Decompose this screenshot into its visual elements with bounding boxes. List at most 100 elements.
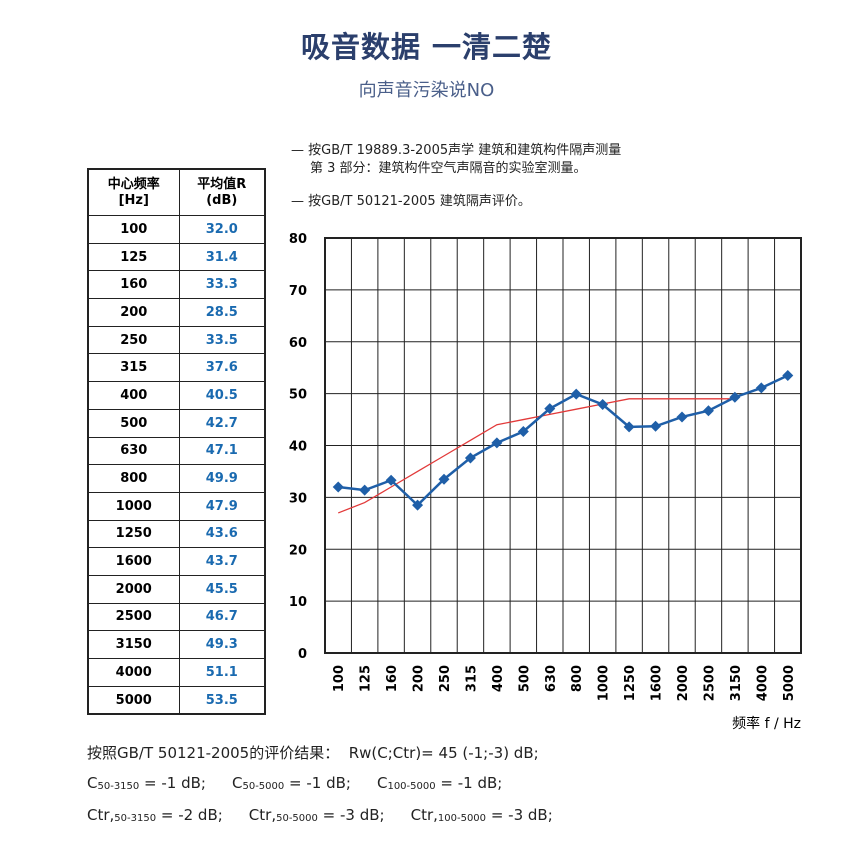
marker [729,391,741,403]
marker [491,437,503,449]
value-cell: 33.5 [178,325,266,355]
value: = -1 dB; [284,774,351,792]
x-tick-label: 2500 [702,665,717,701]
note: — 按GB/T 19889.3-2005声学 建筑和建筑构件隔声测量 [291,143,622,158]
y-tick-label: 70 [289,284,307,299]
title: 吸音数据 一清二楚 [300,30,553,64]
x-tick-label: 125 [359,665,374,692]
x-tick-label: 400 [491,665,506,692]
note: — 按GB/T 50121-2005 建筑隔声评价。 [291,194,531,209]
value-cell: 46.7 [178,602,266,632]
table-row: 250 33.5 [87,325,266,355]
x-tick-label: 1600 [650,665,665,701]
value-cell: 43.7 [178,547,266,576]
x-tick-label: 160 [385,665,400,692]
x-tick-label: 1250 [623,665,638,701]
result-item: Ctr,50-3150 = -2 dB; [87,806,223,824]
result-item: C100-5000 = -1 dB; [377,774,502,792]
frequency-cell: 1600 [87,547,180,576]
x-axis-label: 频率 f / Hz [732,715,801,732]
header-text: [Hz] [118,192,149,208]
marker [359,484,371,496]
x-tick-label: 200 [412,665,427,692]
y-tick-label: 80 [289,232,307,247]
marker [782,369,794,381]
marker [544,403,556,415]
frequency-cell: 315 [87,353,180,383]
marker [702,405,714,417]
table-row: 2000 45.5 [87,574,266,604]
marker [438,473,450,485]
value: = -1 dB; [139,774,206,792]
subscript: 100-5000 [437,813,487,824]
table-header: 平均值R (dB) [178,168,266,216]
x-tick-label: 3150 [729,665,744,701]
result-item: Ctr,100-5000 = -3 dB; [411,806,553,824]
x-tick-label: 1000 [597,665,612,701]
subscript: 50-3150 [97,781,140,792]
result-item: C50-5000 = -1 dB; [232,774,351,792]
value-cell: 32.0 [178,215,266,244]
marker [517,425,529,437]
x-tick-label: 500 [517,665,532,692]
value: = -3 dB; [317,806,385,824]
table-row: 315 37.6 [87,353,266,383]
x-tick-label: 250 [438,665,453,692]
x-tick-label: 5000 [782,665,797,701]
frequency-cell: 1250 [87,519,180,549]
result-line: 按照GB/T 50121-2005的评价结果： Rw(C;Ctr)= 45 (-… [87,744,539,762]
note: 第 3 部分：建筑构件空气声隔音的实验室测量。 [310,161,587,176]
value: = -1 dB; [435,774,503,792]
symbol: C [231,774,243,792]
table-row: 160 33.3 [87,270,266,300]
value: = -2 dB; [156,806,223,824]
result-item: Ctr,50-5000 = -3 dB; [249,806,385,824]
frequency-cell: 4000 [87,658,180,687]
subscript: 50-5000 [276,813,318,824]
plot-border [324,237,802,654]
y-tick-label: 50 [289,388,307,403]
x-tick-label: 315 [464,665,479,692]
data-table: 中心频率 [Hz] 平均值R (dB) 100 32.0 125 31.4 160 33.3 2… [87,168,266,716]
header-text: 平均值R [197,176,247,192]
x-tick-label: 100 [332,665,347,692]
x-tick-label: 800 [570,665,585,692]
marker [597,399,609,411]
frequency-cell: 160 [87,270,180,300]
frequency-cell: 100 [87,215,180,244]
y-tick-label: 10 [289,595,307,610]
result-line: C50-3150 = -1 dB; C50-5000 = -1 dB; C100-5… [87,774,528,792]
marker [412,499,424,511]
frequency-cell: 800 [87,464,180,493]
y-tick-label: 20 [289,543,307,558]
marker [650,420,662,432]
table-row: 800 49.9 [87,464,266,493]
x-tick-label: 4000 [755,665,770,701]
header-text: (dB) [206,192,238,208]
table-row: 1250 43.6 [87,519,266,549]
subscript: 50-3150 [114,813,157,824]
y-tick-label: 0 [298,647,307,662]
data-line [338,374,789,507]
marker [332,481,344,493]
table-row: 400 40.5 [87,381,266,410]
header-text: 中心频率 [107,176,160,192]
result-line: Ctr,50-3150 = -2 dB; Ctr,50-5000 = -3 dB;… [87,806,579,824]
table-row: 125 31.4 [87,242,266,272]
marker [464,452,476,464]
subscript: 50-5000 [242,781,285,792]
symbol: C [376,774,388,792]
table-row: 4000 51.1 [87,658,266,687]
marker [755,382,767,394]
y-tick-label: 30 [289,491,307,506]
subscript: 100-5000 [387,781,436,792]
table-row: 5000 53.5 [87,685,266,715]
subtitle: 向声音污染说NO [358,80,495,101]
x-tick-label: 2000 [676,665,691,701]
marker [385,474,397,486]
reference-line [337,398,735,514]
frequency-cell: 5000 [87,685,180,715]
x-tick-label: 630 [544,665,559,692]
